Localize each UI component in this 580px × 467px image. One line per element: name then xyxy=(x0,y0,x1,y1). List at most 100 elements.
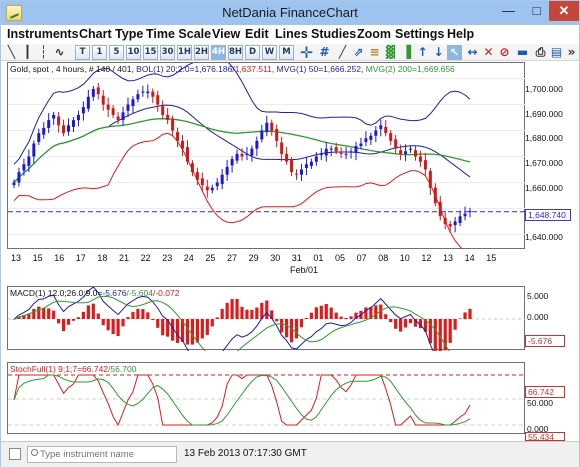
x-tick-label: 18 xyxy=(97,253,108,263)
timescale-w-button[interactable]: W xyxy=(262,45,277,60)
candle-body xyxy=(52,114,56,119)
stoch-y-tick: 50.000 xyxy=(527,398,553,408)
menu-studies[interactable]: Studies xyxy=(311,27,357,41)
macd-panel[interactable]: MACD(1) 12.0;26.0;9.0=-5.676/-5.604/-0.0… xyxy=(7,286,526,373)
macd-histogram-bar xyxy=(389,319,393,323)
grid-icon[interactable]: # xyxy=(319,45,330,59)
candle-body xyxy=(404,151,408,154)
candle-body xyxy=(250,148,254,156)
timescale-2h-button[interactable]: 2H xyxy=(194,45,209,60)
bar-chart-icon[interactable]: ┃ xyxy=(23,45,32,59)
candle-body xyxy=(136,94,140,100)
minimize-panel-icon[interactable]: ▬ xyxy=(516,45,529,59)
stoch-info-label: StochFull(1) 9;1;7=66.742/56.700 xyxy=(10,364,136,374)
timescale-1h-button[interactable]: 1H xyxy=(177,45,192,60)
candle-body xyxy=(141,91,145,93)
candle-body xyxy=(17,172,21,183)
candle-body xyxy=(195,172,199,180)
macd-histogram-bar xyxy=(195,319,199,343)
text-tool-icon[interactable]: ≡ xyxy=(369,45,380,59)
x-tick-label: 30 xyxy=(270,253,281,263)
timescale-10-button[interactable]: 10 xyxy=(126,45,141,60)
candle-body xyxy=(384,126,388,134)
maximize-button[interactable]: □ xyxy=(532,3,541,18)
macd-histogram-bar xyxy=(81,311,85,319)
macd-histogram-bar xyxy=(91,303,95,319)
menu-instruments[interactable]: Instruments xyxy=(7,27,79,41)
candle-body xyxy=(171,118,175,131)
menu-view[interactable]: View xyxy=(212,27,241,41)
toolbar-more-button[interactable]: » xyxy=(567,45,576,59)
price-y-tick: 1,700.000 xyxy=(525,84,563,94)
timescale-m-button[interactable]: M xyxy=(279,45,294,60)
arrow-up-icon[interactable]: ↑ xyxy=(417,45,428,59)
macd-chart-svg xyxy=(8,286,526,373)
candle-body xyxy=(146,91,150,94)
candle-body xyxy=(200,178,204,186)
candle-body xyxy=(364,138,368,142)
candle-body xyxy=(106,104,110,110)
stoch-k-line xyxy=(13,374,471,427)
candle-chart-icon[interactable]: ┆ xyxy=(39,45,48,59)
export-icon[interactable]: ▤ xyxy=(550,45,563,59)
x-tick-label: 05 xyxy=(335,253,346,263)
macd-histogram-bar xyxy=(344,317,348,319)
draw-line-icon[interactable]: ╱ xyxy=(338,45,347,59)
volume-icon[interactable]: ▐ xyxy=(401,45,412,59)
crosshair-icon[interactable]: ✛ xyxy=(299,43,314,62)
instrument-search-input[interactable] xyxy=(27,446,177,463)
x-tick-label: 12 xyxy=(421,253,432,263)
arrow-down-icon[interactable]: ↓ xyxy=(433,45,444,59)
macd-histogram-bar xyxy=(354,312,358,319)
timescale-4h-button[interactable]: 4H xyxy=(211,45,226,60)
remove-studies-icon[interactable]: ⊘ xyxy=(499,45,510,59)
macd-histogram-bar xyxy=(260,302,264,319)
select-pointer-icon[interactable]: ↖ xyxy=(447,45,462,60)
status-bar: 13 Feb 2013 07:17:30 GMT xyxy=(1,441,579,467)
candle-body xyxy=(260,130,264,140)
macd-histogram-bar xyxy=(275,319,279,322)
candle-body xyxy=(374,130,378,136)
candle-body xyxy=(210,187,214,191)
timescale-5-button[interactable]: 5 xyxy=(109,45,124,60)
mvg200-info: MVG(2) 200=1,669.656 xyxy=(363,64,455,74)
timescale-8h-button[interactable]: 8H xyxy=(228,45,243,60)
menu-chart-type[interactable]: Chart Type xyxy=(79,27,144,41)
close-button[interactable]: ✕ xyxy=(549,1,579,21)
timescale-1-button[interactable]: 1 xyxy=(92,45,107,60)
print-icon[interactable]: ⎙ xyxy=(535,45,546,59)
line-chart-icon[interactable]: ╲ xyxy=(7,45,16,59)
timescale-15-button[interactable]: 15 xyxy=(143,45,158,60)
price-chart-panel[interactable]: Gold, spot , 4 hours, # 140 / 401, BOL(1… xyxy=(7,54,526,256)
minimize-button[interactable]: — xyxy=(502,3,515,18)
price-y-tick: 1,640.000 xyxy=(525,232,563,242)
macd-histogram-bar xyxy=(384,314,388,319)
menu-zoom[interactable]: Zoom xyxy=(357,27,392,41)
candle-body xyxy=(468,211,472,213)
candle-body xyxy=(290,160,294,173)
trendline-icon[interactable]: ⇗ xyxy=(353,45,364,59)
menu-help[interactable]: Help xyxy=(447,27,475,41)
candle-body xyxy=(394,139,398,149)
delete-icon[interactable]: ✕ xyxy=(483,45,494,59)
timescale-d-button[interactable]: D xyxy=(245,45,260,60)
menu-time-scale[interactable]: Time Scale xyxy=(146,27,212,41)
macd-histogram-bar xyxy=(448,319,452,343)
stoch-info: StochFull(1) 9;1;7=66.742 xyxy=(10,364,109,374)
candle-body xyxy=(418,156,422,162)
menu-edit[interactable]: Edit xyxy=(245,27,269,41)
x-tick-label: 13 xyxy=(11,253,22,263)
menu-settings[interactable]: Settings xyxy=(395,27,445,41)
timescale-30-button[interactable]: 30 xyxy=(160,45,175,60)
macd-histogram-bar xyxy=(66,319,71,325)
macd-histogram-bar xyxy=(245,309,249,319)
menu-lines[interactable]: Lines xyxy=(275,27,308,41)
area-chart-icon[interactable]: ∿ xyxy=(54,45,65,59)
studies-icon[interactable]: ▓ xyxy=(385,45,396,59)
stochastic-panel[interactable]: StochFull(1) 9;1;7=66.742/56.700 xyxy=(7,362,526,434)
candle-body xyxy=(265,122,269,133)
timescale-t-button[interactable]: T xyxy=(75,45,90,60)
zoom-fit-icon[interactable]: ↔ xyxy=(467,45,478,59)
candle-body xyxy=(111,108,115,115)
